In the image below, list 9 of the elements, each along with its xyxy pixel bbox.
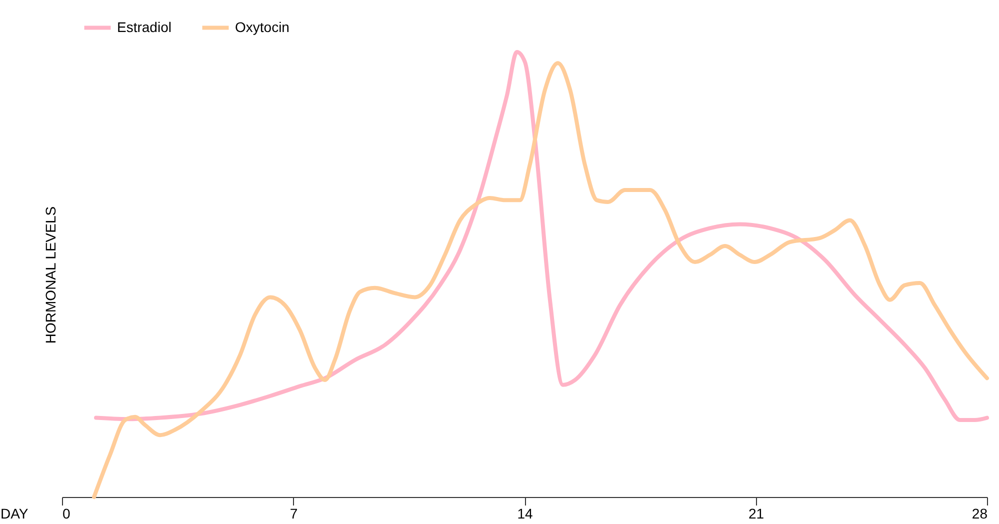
x-tick-label: 21	[748, 506, 764, 522]
x-tick-label: 7	[290, 506, 298, 522]
x-tick-label: 28	[972, 506, 988, 522]
legend-label: Estradiol	[117, 18, 172, 35]
x-axis-title: DAY	[0, 506, 29, 522]
x-tick-label: 14	[517, 506, 533, 522]
y-axis-title: HORMONAL LEVELS	[42, 206, 58, 344]
x-tick-label: 0	[62, 506, 70, 522]
legend-label: Oxytocin	[235, 18, 290, 35]
